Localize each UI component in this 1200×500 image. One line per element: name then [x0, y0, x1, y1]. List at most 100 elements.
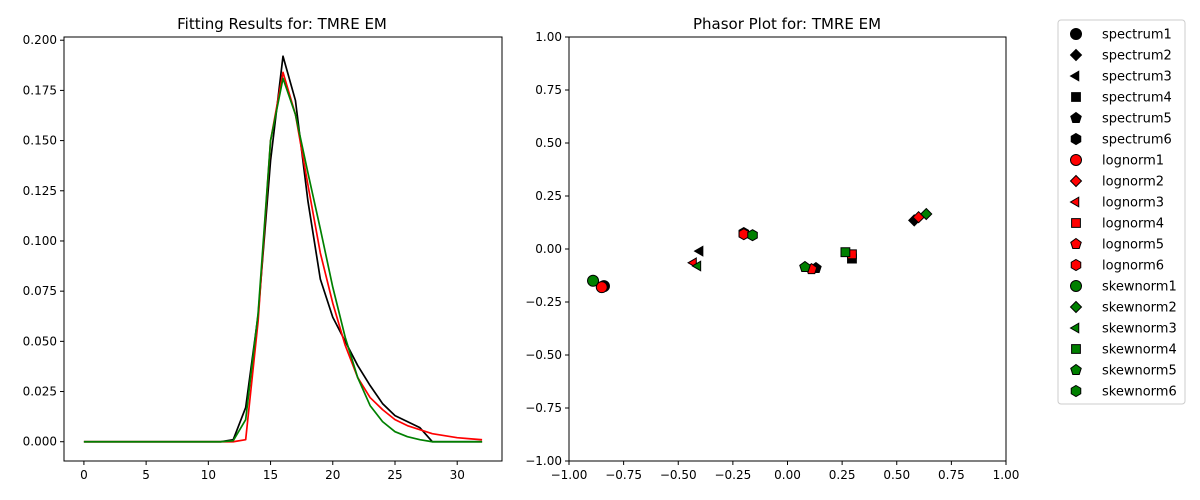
x-tick-label: 0.75 [938, 468, 965, 482]
y-tick-label: 0.050 [23, 334, 57, 348]
x-tick-label: 5 [142, 468, 150, 482]
legend-label: spectrum1 [1102, 28, 1172, 43]
y-tick-label: 0.50 [535, 136, 562, 150]
legend-frame [1057, 19, 1186, 405]
legend-marker [1069, 48, 1083, 62]
phasor-plot-panel: Phasor Plot for: TMRE EM −1.00 −0.75 −0.50… [525, 15, 1019, 482]
y-tick-label: 0.75 [535, 83, 562, 97]
x-tick-label: −0.50 [660, 468, 697, 482]
legend-entry-spectrum5: spectrum5 [1070, 111, 1172, 127]
point-spectrum3 [693, 245, 704, 257]
point-skewnorm4 [840, 247, 851, 258]
x-tick-label: 0.25 [829, 468, 856, 482]
legend-marker [1070, 154, 1082, 166]
y-tick-label: 1.00 [535, 30, 562, 44]
point-lognorm6 [738, 228, 750, 241]
y-tick-label: −0.50 [525, 348, 562, 362]
legend-entry-spectrum2: spectrum2 [1069, 48, 1172, 64]
legend-label: spectrum2 [1102, 49, 1172, 64]
x-tick-label: 15 [263, 468, 278, 482]
legend-marker [1070, 237, 1082, 249]
legend-label: spectrum5 [1102, 112, 1172, 127]
fitting-results-panel: Fitting Results for: TMRE EM 0 5 10 15 20 25 3… [23, 15, 503, 482]
x-tick-label: 0 [80, 468, 88, 482]
legend-marker [1069, 174, 1083, 188]
fitting-results-y-ticks: 0.000 0.025 0.050 0.075 0.100 0.125 0.150 0.175… [23, 33, 64, 449]
phasor-plot-title: Phasor Plot for: TMRE EM [693, 15, 881, 33]
legend-marker [1070, 111, 1082, 123]
x-tick-label: 25 [387, 468, 402, 482]
legend-label: lognorm2 [1102, 175, 1164, 190]
y-tick-label: 0.175 [23, 83, 57, 97]
legend-marker [1070, 280, 1082, 292]
legend-marker [1071, 92, 1081, 102]
legend-entry-skewnorm5: skewnorm5 [1070, 363, 1177, 379]
phasor-plot-legend: spectrum1 spectrum2 spectrum3 spectrum4 spec… [1057, 19, 1186, 405]
legend-marker [1070, 28, 1082, 40]
legend-entry-lognorm1: lognorm1 [1070, 154, 1164, 169]
legend-entries: spectrum1 spectrum2 spectrum3 spectrum4 spec… [1069, 28, 1177, 400]
y-tick-label: −0.25 [525, 295, 562, 309]
point-skewnorm2 [920, 207, 933, 221]
y-tick-label: 0.075 [23, 284, 57, 298]
fitting-results-lines [83, 55, 483, 443]
phasor-plot-frame [568, 36, 1007, 462]
phasor-plot-x-ticks: −1.00 −0.75 −0.50 −0.25 0.00 0.25 0.50 0.75 1.00 [551, 461, 1019, 482]
phasor-plot-y-ticks: −1.00 −0.75 −0.50 −0.25 0.00 0.25 0.50 0.75 1.00 [525, 30, 569, 468]
y-tick-label: 0.125 [23, 184, 57, 198]
legend-label: spectrum6 [1102, 133, 1172, 148]
point-skewnorm5 [799, 260, 811, 272]
x-tick-label: 0.50 [883, 468, 910, 482]
x-tick-label: −0.25 [714, 468, 751, 482]
legend-marker [1069, 322, 1080, 334]
y-tick-label: 0.025 [23, 385, 57, 399]
legend-marker [1071, 218, 1081, 228]
x-tick-label: 20 [325, 468, 340, 482]
x-tick-label: −0.75 [605, 468, 642, 482]
legend-label: skewnorm6 [1102, 385, 1177, 400]
legend-label: lognorm1 [1102, 154, 1164, 169]
y-tick-label: −0.75 [525, 401, 562, 415]
legend-label: skewnorm4 [1102, 343, 1177, 358]
legend-marker [1071, 344, 1081, 354]
legend-entry-skewnorm3: skewnorm3 [1069, 322, 1177, 337]
legend-entry-skewnorm2: skewnorm2 [1069, 301, 1177, 316]
y-tick-label: 0.200 [23, 33, 57, 47]
point-lognorm1 [595, 281, 608, 294]
point-skewnorm3 [691, 260, 702, 272]
legend-label: lognorm5 [1102, 238, 1164, 253]
fitting-results-title: Fitting Results for: TMRE EM [177, 15, 387, 33]
legend-entry-spectrum6: spectrum6 [1070, 132, 1172, 148]
fit-line-3 [83, 77, 483, 443]
y-tick-label: −1.00 [525, 454, 562, 468]
legend-label: skewnorm1 [1102, 280, 1177, 295]
legend-entry-lognorm4: lognorm4 [1071, 217, 1164, 232]
legend-marker [1070, 363, 1082, 375]
legend-label: lognorm6 [1102, 259, 1164, 274]
x-tick-label: 30 [450, 468, 465, 482]
y-tick-label: 0.25 [535, 189, 562, 203]
legend-label: skewnorm3 [1102, 322, 1177, 337]
legend-entry-skewnorm6: skewnorm6 [1070, 384, 1177, 400]
legend-label: skewnorm5 [1102, 364, 1177, 379]
legend-marker [1069, 70, 1080, 82]
y-tick-label: 0.150 [23, 134, 57, 148]
legend-entry-lognorm6: lognorm6 [1070, 259, 1164, 274]
legend-entry-spectrum1: spectrum1 [1070, 28, 1172, 43]
fitting-results-x-ticks: 0 5 10 15 20 25 30 [80, 461, 465, 482]
phasor-plot-points [587, 207, 933, 294]
x-tick-label: 0.00 [774, 468, 801, 482]
legend-marker [1069, 196, 1080, 208]
legend-entry-spectrum3: spectrum3 [1069, 70, 1172, 85]
legend-entry-lognorm5: lognorm5 [1070, 237, 1164, 253]
legend-entry-lognorm3: lognorm3 [1069, 196, 1164, 211]
legend-label: lognorm3 [1102, 196, 1164, 211]
legend-label: lognorm4 [1102, 217, 1164, 232]
legend-label: skewnorm2 [1102, 301, 1177, 316]
legend-marker [1070, 132, 1082, 146]
legend-marker [1070, 384, 1082, 398]
legend-label: spectrum4 [1102, 91, 1172, 106]
point-skewnorm6 [747, 229, 758, 242]
